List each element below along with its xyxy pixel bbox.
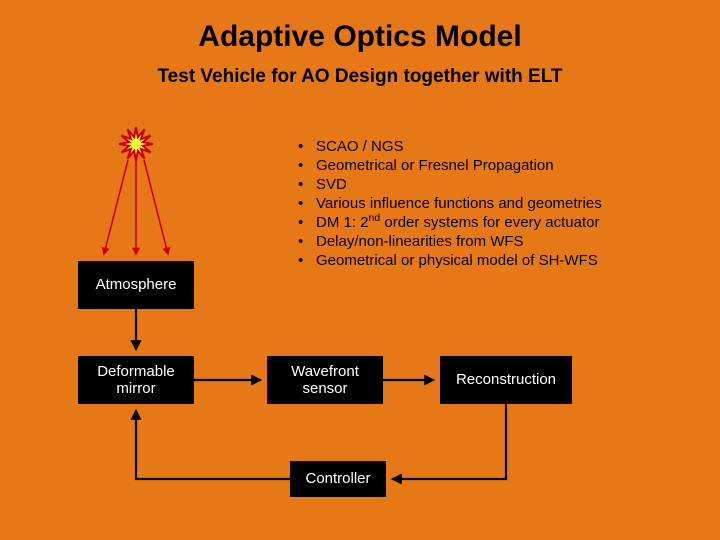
controller-box: Controller: [290, 461, 386, 497]
flow-arrow: [393, 404, 506, 479]
slide-title: Adaptive Optics Model: [0, 20, 720, 54]
deformable-box: Deformablemirror: [78, 356, 194, 404]
bullet-item: SCAO / NGS: [298, 138, 602, 155]
feature-bullets: SCAO / NGS Geometrical or Fresnel Propaga…: [298, 138, 602, 271]
atmosphere-box: Atmosphere: [78, 261, 194, 309]
light-ray: [104, 160, 128, 254]
reconstruction-box: Reconstruction: [440, 356, 572, 404]
star-icon: [119, 127, 153, 161]
bullet-item: Geometrical or physical model of SH-WFS: [298, 252, 602, 269]
flow-arrow: [136, 411, 290, 479]
bullet-item: Various influence functions and geometri…: [298, 195, 602, 212]
slide-subtitle: Test Vehicle for AO Design together with…: [0, 66, 720, 88]
bullet-item: Geometrical or Fresnel Propagation: [298, 157, 602, 174]
wavefront-box: Wavefrontsensor: [267, 356, 383, 404]
light-ray: [144, 160, 168, 254]
bullet-item: Delay/non-linearities from WFS: [298, 233, 602, 250]
bullet-item: DM 1: 2nd order systems for every actuat…: [298, 214, 602, 231]
bullet-item: SVD: [298, 176, 602, 193]
